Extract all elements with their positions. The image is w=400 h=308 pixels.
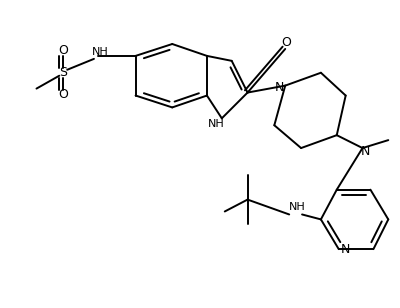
Text: O: O <box>281 35 291 49</box>
Text: NH: NH <box>92 47 108 57</box>
Text: O: O <box>58 88 68 101</box>
Text: S: S <box>59 66 67 79</box>
Text: O: O <box>58 44 68 57</box>
Text: N: N <box>274 81 284 94</box>
Text: NH: NH <box>289 201 306 212</box>
Text: NH: NH <box>208 119 224 129</box>
Text: N: N <box>361 144 370 157</box>
Text: N: N <box>341 243 350 256</box>
